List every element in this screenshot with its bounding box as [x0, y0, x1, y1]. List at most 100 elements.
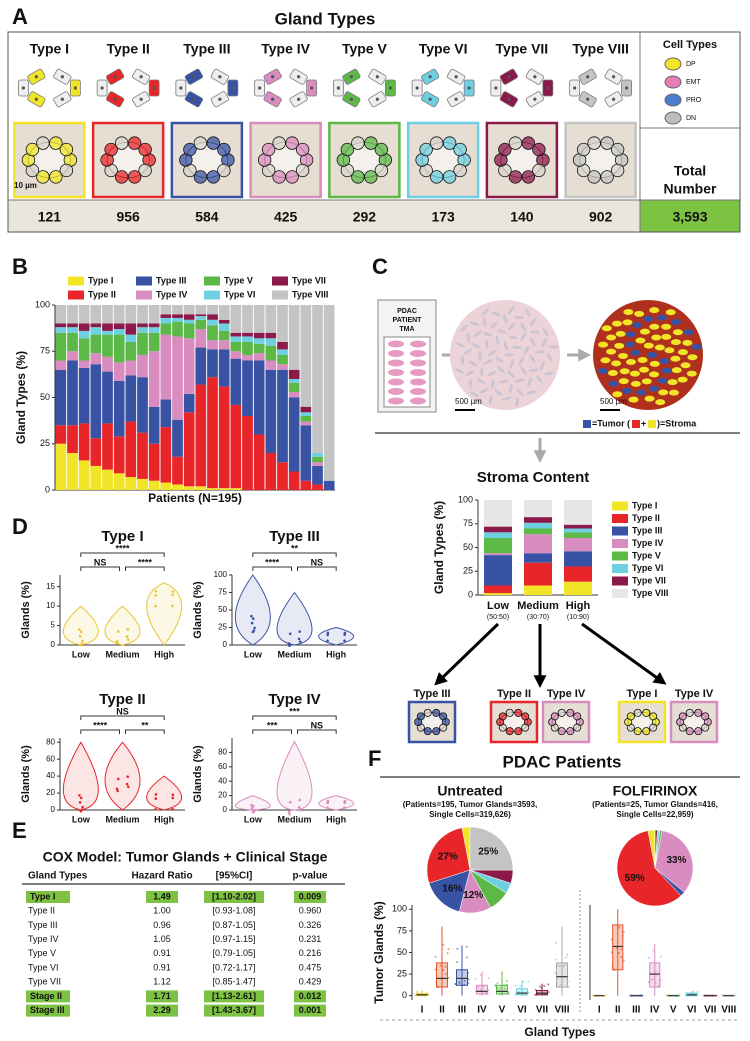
- bar-segment: [102, 356, 113, 372]
- bar-segment: [207, 488, 218, 490]
- x-tick-label: Low: [487, 600, 509, 612]
- bar-segment: [195, 347, 207, 385]
- bar-segment: [102, 323, 113, 331]
- gland-cell: [206, 170, 221, 184]
- tma-core: [410, 388, 426, 395]
- jitter-point: [154, 589, 158, 593]
- bar-segment: [78, 423, 90, 461]
- highlight: [204, 891, 264, 903]
- gland-cell: [587, 136, 601, 150]
- jitter-point: [442, 969, 445, 972]
- bar-segment: [484, 593, 512, 595]
- bar-segment: [207, 319, 218, 326]
- y-axis-label: Glands (%): [20, 745, 32, 803]
- jitter-point: [326, 806, 329, 810]
- bar-segment: [484, 532, 512, 538]
- legend-swatch: [664, 75, 682, 89]
- gland-cell: [374, 142, 389, 157]
- jitter-point: [253, 626, 256, 630]
- pie-slice: [426, 827, 471, 884]
- bar-segment: [160, 317, 172, 324]
- segment-blob: [625, 331, 636, 338]
- bar-segment: [312, 456, 323, 463]
- bar-segment: [90, 327, 102, 335]
- segment-blob: [677, 376, 688, 383]
- x-tick-label: High: [566, 600, 591, 612]
- bar-segment: [55, 327, 67, 333]
- x-tick-label: Medium: [105, 649, 139, 659]
- gland-cell: [573, 723, 582, 732]
- tissue-fiber: [527, 377, 532, 387]
- tma-core: [388, 350, 404, 357]
- cartoon-nucleus: [586, 97, 590, 101]
- jitter-point: [733, 994, 736, 997]
- gland-cell: [36, 170, 50, 184]
- segment-blob: [630, 349, 641, 356]
- bar-segment: [113, 436, 125, 474]
- jitter-point: [80, 642, 84, 646]
- violin: [318, 795, 355, 811]
- legend-label: Type VII: [632, 575, 666, 585]
- legend-swatch: [612, 564, 628, 573]
- bar-segment: [78, 330, 90, 339]
- segment-blob: [641, 378, 652, 385]
- bar-segment: [288, 382, 300, 392]
- bar-segment: [148, 443, 160, 481]
- segment-blob: [601, 325, 612, 332]
- segment-blob: [618, 378, 629, 385]
- pie-slice: [616, 830, 682, 907]
- gland-cell: [514, 727, 523, 736]
- tissue-fiber: [507, 370, 515, 379]
- jitter-point: [326, 639, 329, 643]
- tissue-fiber: [491, 378, 495, 389]
- y-axis-label: Gland Types (%): [14, 351, 28, 444]
- panel-letter: E: [12, 818, 27, 843]
- bar-segment: [183, 319, 195, 324]
- segment-blob: [608, 380, 619, 387]
- bar-segment: [484, 555, 512, 586]
- segment-blob: [656, 314, 667, 321]
- jitter-point: [652, 977, 655, 980]
- significance-bracket: [80, 729, 120, 734]
- chart-title: Type III: [269, 528, 320, 545]
- cartoon-nucleus: [113, 97, 117, 101]
- gland-cell: [285, 136, 299, 150]
- significance-label: NS: [94, 557, 107, 567]
- type-label: Type I: [30, 41, 69, 57]
- legend-label: Type III: [156, 275, 186, 285]
- jitter-point: [615, 947, 618, 950]
- bar-segment: [253, 360, 265, 435]
- jitter-point: [343, 806, 346, 809]
- type-label: Type III: [183, 41, 230, 57]
- tma-label: PATIENT: [393, 317, 423, 324]
- jitter-point: [547, 983, 550, 986]
- bar-segment: [137, 323, 148, 328]
- bar-segment: [113, 334, 125, 363]
- bar-segment: [230, 351, 242, 359]
- tissue-fiber: [473, 330, 482, 338]
- key-swatch: [583, 420, 591, 428]
- jitter-point: [654, 981, 657, 984]
- y-tick-label: 100: [392, 904, 407, 914]
- bar-segment: [564, 532, 592, 538]
- tma-core: [410, 378, 426, 386]
- bar-segment: [300, 421, 312, 426]
- type-label: Type VIII: [572, 41, 629, 57]
- gland-cell: [127, 136, 142, 150]
- y-axis-label: Glands (%): [192, 745, 204, 803]
- box: [516, 988, 528, 996]
- jitter-point: [80, 808, 84, 812]
- tissue-fiber: [485, 339, 489, 350]
- tissue-fiber: [504, 353, 515, 357]
- gland-cell: [626, 712, 635, 721]
- segment-blob: [637, 356, 648, 363]
- tissue-fiber: [503, 314, 508, 324]
- table-cell: Type V: [28, 948, 56, 958]
- jitter-point: [253, 808, 256, 812]
- segment-blob: [606, 348, 617, 355]
- bar-segment: [300, 305, 312, 407]
- gland-cell: [206, 136, 221, 150]
- highlight: [146, 1004, 178, 1017]
- jitter-point: [603, 994, 606, 997]
- jitter-point: [126, 785, 130, 789]
